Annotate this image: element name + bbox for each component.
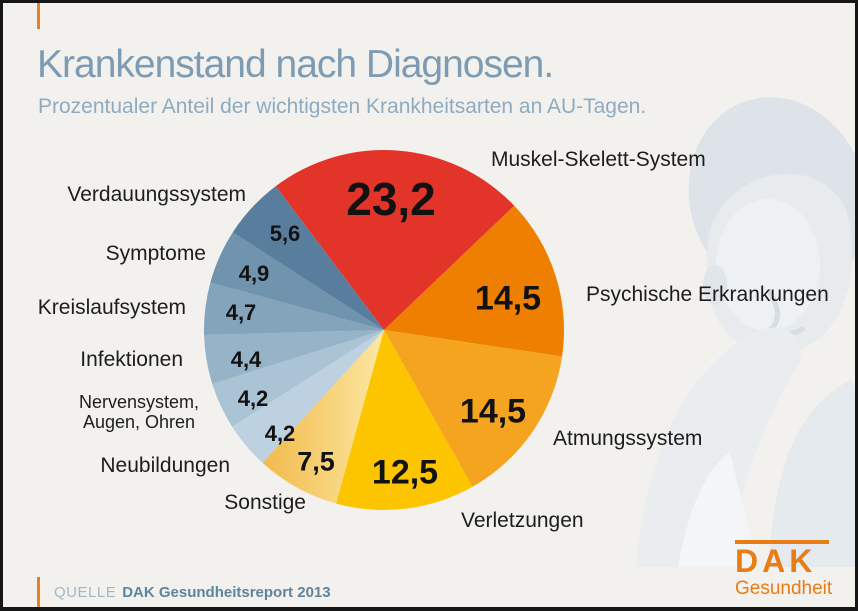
- slice-label-symptome: Symptome: [105, 242, 206, 265]
- pie-slice-psychische-erkrankungen: [384, 205, 565, 357]
- top-accent-tick: [37, 3, 40, 29]
- pie-slice-infektionen: [204, 330, 384, 384]
- slice-label-muskel-skelett-system: Muskel-Skelett-System: [491, 148, 706, 171]
- photo-woman-neck-pain: [636, 97, 855, 567]
- slice-label-infektionen: Infektionen: [80, 348, 183, 371]
- pie-chart: [203, 150, 565, 510]
- pie-slice-neubildungen: [232, 330, 384, 463]
- slice-label-sonstige: Sonstige: [224, 491, 306, 514]
- slice-value-atmungssystem: 14,5: [459, 392, 527, 431]
- slice-label-neubildungen: Neubildungen: [100, 454, 230, 477]
- dak-logo-subtext: Gesundheit: [735, 577, 833, 599]
- source-line: QUELLE DAK Gesundheitsreport 2013: [54, 584, 331, 601]
- slice-value-sonstige: 7,5: [297, 446, 335, 477]
- dak-logo: DAK Gesundheit: [735, 540, 833, 599]
- source-text: DAK Gesundheitsreport 2013: [122, 584, 331, 601]
- pie-slice-nervensystem-augen-ohren: [212, 330, 384, 427]
- slice-label-kreislaufsystem: Kreislaufsystem: [37, 296, 186, 319]
- pie-slice-kreislaufsystem: [203, 282, 384, 336]
- pie-slice-verletzungen: [336, 330, 473, 510]
- dak-logo-bar: [735, 540, 829, 544]
- dak-logo-text: DAK: [735, 543, 817, 579]
- slice-value-verletzungen: 12,5: [371, 453, 439, 492]
- slice-value-psychische-erkrankungen: 14,5: [474, 279, 542, 318]
- pie-slice-verdauungssystem: [232, 186, 384, 330]
- pie-slice-atmungssystem: [384, 330, 563, 487]
- source-prefix: QUELLE: [54, 584, 117, 601]
- slice-label-nervensystem-augen-ohren: Nervensystem, Augen, Ohren: [78, 392, 200, 432]
- page-title: Krankenstand nach Diagnosen.: [37, 43, 554, 86]
- slice-label-verletzungen: Verletzungen: [461, 509, 584, 532]
- page-subtitle: Prozentualer Anteil der wichtigsten Kran…: [38, 95, 647, 118]
- slice-value-kreislaufsystem: 4,7: [225, 300, 257, 325]
- slice-label-atmungssystem: Atmungssystem: [553, 427, 703, 450]
- slice-value-muskel-skelett-system: 23,2: [346, 173, 436, 225]
- slice-value-verdauungssystem: 5,6: [269, 221, 301, 246]
- slice-label-verdauungssystem: Verdauungssystem: [67, 183, 246, 206]
- pie-slice-muskel-skelett-system: [275, 150, 515, 330]
- slice-label-psychische-erkrankungen: Psychische Erkrankungen: [586, 283, 829, 306]
- pie-slice-symptome: [210, 232, 384, 330]
- bottom-accent-tick: [37, 577, 40, 607]
- pie-slice-sonstige: [262, 330, 384, 504]
- slice-value-symptome: 4,9: [238, 261, 270, 286]
- slice-value-neubildungen: 4,2: [264, 421, 296, 446]
- slice-value-nervensystem-augen-ohren: 4,2: [237, 386, 269, 411]
- slice-value-infektionen: 4,4: [230, 347, 262, 372]
